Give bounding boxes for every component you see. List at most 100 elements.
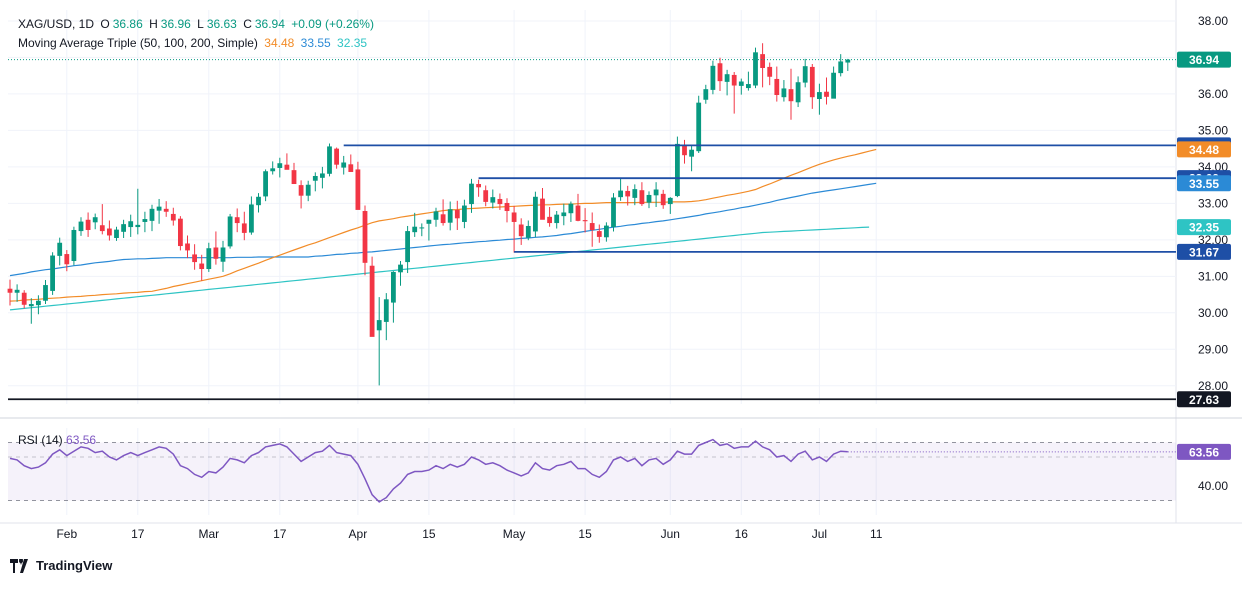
candle-body (667, 197, 673, 205)
time-axis[interactable]: Feb 17 Mar 17 Apr 15 May 15 Jun 16 Jul 11 (56, 527, 882, 541)
open-value: 36.86 (112, 17, 143, 31)
candle (412, 212, 418, 237)
candle (305, 180, 311, 202)
ma200-line (9, 226, 870, 311)
candle-body (845, 59, 851, 63)
candle-body (426, 219, 432, 224)
candle-body (156, 206, 162, 211)
candle (675, 136, 680, 198)
candle (121, 219, 126, 239)
candle-body (21, 292, 27, 305)
candle (660, 189, 666, 209)
candle-body (7, 288, 13, 293)
candle (511, 205, 517, 253)
price-tag: 27.63 (1177, 391, 1231, 408)
candle (21, 290, 27, 309)
candle-body (334, 148, 339, 165)
candle-body (675, 143, 680, 197)
candle-body (376, 320, 382, 331)
candle (518, 218, 524, 245)
candle-body (696, 102, 702, 152)
candle-body (107, 228, 112, 236)
price-tag-box (1177, 51, 1231, 68)
candle-body (717, 63, 723, 82)
candle (433, 207, 439, 227)
candle-body (256, 196, 261, 206)
price-tag: 33.55 (1177, 175, 1231, 192)
candle (149, 204, 155, 232)
candle-body (419, 227, 425, 229)
candle (490, 189, 496, 209)
price-tag-label: 27.63 (1189, 393, 1219, 407)
high-value: 36.96 (160, 17, 191, 31)
candle-body (561, 212, 567, 217)
candle (497, 193, 503, 210)
candle-body (14, 289, 20, 293)
candle (241, 211, 247, 241)
candle-body (440, 214, 446, 224)
candle (43, 279, 48, 305)
candle (78, 217, 84, 236)
candle-body (398, 264, 403, 273)
candle-body (263, 171, 268, 197)
candle (263, 169, 268, 202)
candle-body (206, 248, 212, 270)
candle (199, 254, 205, 281)
candle-body (85, 219, 91, 230)
candle-body (753, 52, 758, 86)
candle (596, 224, 602, 243)
symbol-label[interactable]: XAG/USD, 1D (18, 17, 95, 31)
candle-body (192, 254, 197, 263)
price-tag-label: 31.67 (1189, 245, 1219, 259)
candle-body (831, 72, 836, 99)
candle-body (241, 223, 247, 233)
ma50-value: 34.48 (264, 36, 295, 50)
candle-body (625, 190, 631, 197)
moving-average-lines (9, 148, 877, 311)
candle (653, 182, 659, 207)
candle (760, 43, 765, 88)
candle (291, 162, 297, 185)
rsi-title[interactable]: RSI (14) (18, 433, 63, 447)
candle (185, 235, 190, 259)
candle (554, 211, 560, 229)
candle-body (249, 204, 254, 233)
time-tick-label: 16 (735, 527, 749, 541)
legend-ma-row[interactable]: Moving Average Triple (50, 100, 200, Sim… (18, 36, 370, 50)
rsi-line (9, 438, 848, 503)
candle (334, 147, 339, 169)
time-tick-label: May (503, 527, 526, 541)
candle (710, 60, 716, 95)
candle (824, 77, 829, 105)
candle (696, 95, 702, 154)
candle (284, 153, 290, 170)
price-axis[interactable]: 28.0029.0030.0031.0032.0033.0034.0035.00… (1198, 14, 1228, 493)
candle-body (412, 226, 418, 233)
rsi-legend[interactable]: RSI (14) 63.56 (18, 433, 96, 447)
candle-body (632, 189, 638, 198)
candle-body (511, 212, 517, 222)
legend-symbol-row[interactable]: XAG/USD, 1D O 36.86 H 36.96 L 36.63 C 36.94 … (18, 17, 377, 31)
candle (774, 66, 780, 102)
candle (462, 199, 467, 229)
candle-body (817, 92, 822, 100)
ma-title[interactable]: Moving Average Triple (50, 100, 200, Sim… (18, 36, 258, 50)
candle (788, 68, 794, 120)
tradingview-logo[interactable]: TradingView (10, 558, 112, 573)
candle (731, 72, 737, 114)
price-tag: 32.35 (1177, 219, 1231, 236)
candle-body (362, 211, 368, 263)
candle-body (348, 164, 354, 172)
candle (391, 271, 396, 323)
candle-body (533, 196, 538, 232)
candle (405, 225, 410, 274)
open-label: O (100, 17, 110, 31)
candle-body (454, 209, 460, 219)
candle (476, 179, 481, 197)
close-label: C (243, 17, 252, 31)
candle (639, 182, 645, 206)
candle-body (824, 91, 829, 97)
price-tag-box (1177, 175, 1231, 192)
candle (618, 178, 623, 201)
low-value: 36.63 (206, 17, 237, 31)
